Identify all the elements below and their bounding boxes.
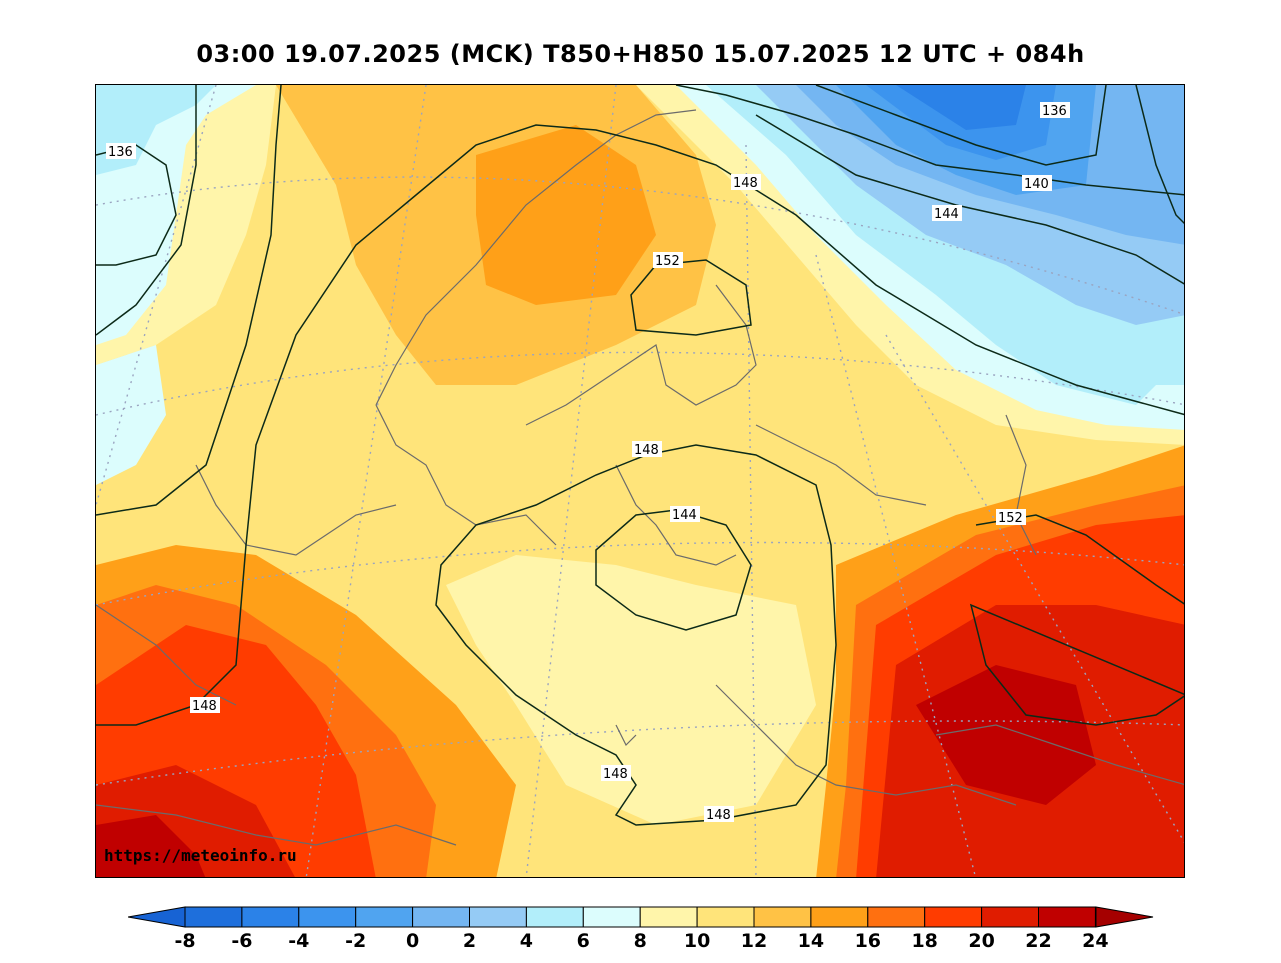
contour-148-main bbox=[96, 124, 1184, 726]
contour-label: 152 bbox=[655, 254, 680, 269]
colorbar-cell bbox=[696, 906, 755, 928]
colorbar-cell bbox=[355, 906, 414, 928]
colorbar bbox=[128, 906, 1154, 928]
contour-152-finland bbox=[630, 259, 752, 336]
colorbar-cell bbox=[753, 906, 812, 928]
colorbar-cell bbox=[184, 906, 243, 928]
contour-w bbox=[96, 85, 282, 516]
contour-label: 144 bbox=[672, 508, 697, 523]
contour-136-ne bbox=[815, 85, 1107, 166]
field-22-24-east bbox=[916, 665, 1096, 805]
contour-label: 148 bbox=[192, 699, 217, 714]
colorbar-cell bbox=[867, 906, 926, 928]
colorbar-tick-label: 8 bbox=[633, 930, 647, 952]
field-22-24-sw bbox=[96, 815, 206, 877]
weather-map: 136 136 140 144 148 152 148 144 152 148 … bbox=[95, 84, 1185, 878]
colorbar-cell bbox=[582, 906, 641, 928]
map-title: 03:00 19.07.2025 (MCK) T850+H850 15.07.2… bbox=[196, 40, 1085, 68]
field-m6-m4-ne bbox=[896, 85, 1026, 130]
field-14-16-scandinavia bbox=[476, 125, 656, 305]
contour-label: 148 bbox=[733, 176, 758, 191]
colorbar-tick-label: -8 bbox=[174, 930, 196, 952]
colorbar-tick-label: 6 bbox=[576, 930, 590, 952]
contour-label: 148 bbox=[603, 767, 628, 782]
temperature-field: 136 136 140 144 148 152 148 144 152 148 … bbox=[96, 85, 1184, 877]
colorbar-cell bbox=[298, 906, 357, 928]
colorbar-tick-label: 4 bbox=[519, 930, 534, 952]
colorbar-tick-labels: -8 -6 -4 -2 0 2 4 6 8 10 12 14 16 18 20 22 24 bbox=[0, 930, 1281, 956]
contour-140-ne bbox=[675, 85, 1184, 196]
colorbar-tick-label: 10 bbox=[683, 930, 711, 952]
contour-label: 136 bbox=[1042, 104, 1067, 119]
colorbar-cell bbox=[810, 906, 869, 928]
colorbar-cells bbox=[184, 906, 1096, 928]
colorbar-cell bbox=[469, 906, 527, 928]
height-contours bbox=[96, 85, 1184, 826]
contour-144-center bbox=[595, 509, 752, 631]
contour-148-center bbox=[435, 444, 837, 826]
colorbar-cell bbox=[981, 906, 1039, 928]
colorbar-tick-label: 0 bbox=[405, 930, 420, 952]
contour-nw-outer bbox=[96, 85, 197, 336]
colorbar-cell bbox=[1038, 906, 1096, 928]
coastlines bbox=[96, 109, 1184, 846]
colorbar-cell bbox=[241, 906, 300, 928]
colorbar-tick-label: -4 bbox=[288, 930, 310, 952]
colorbar-tick-label: -6 bbox=[231, 930, 253, 952]
colorbar-tick-label: 16 bbox=[854, 930, 882, 952]
field-8-10-center bbox=[446, 555, 816, 825]
colorbar-tick-label: 22 bbox=[1025, 930, 1052, 952]
contour-ne-edge bbox=[1135, 85, 1184, 225]
contour-label: 144 bbox=[934, 207, 959, 222]
colorbar-cell bbox=[924, 906, 983, 928]
colorbar-tick-label: 24 bbox=[1082, 930, 1109, 952]
colorbar-cell bbox=[412, 906, 471, 928]
colorbar-tick-label: -2 bbox=[345, 930, 367, 952]
contour-label: 136 bbox=[108, 145, 133, 160]
colorbar-over-arrow bbox=[1095, 906, 1154, 928]
contour-label: 140 bbox=[1024, 177, 1049, 192]
colorbar-tick-label: 2 bbox=[462, 930, 477, 952]
contour-label: 148 bbox=[634, 443, 659, 458]
colorbar-under-arrow bbox=[128, 906, 186, 928]
contour-144-ne bbox=[755, 114, 1184, 285]
colorbar-cell bbox=[525, 906, 584, 928]
colorbar-cell bbox=[639, 906, 698, 928]
contour-label-layer: 136 136 140 144 148 152 148 144 152 148 … bbox=[106, 102, 1070, 823]
colorbar-tick-label: 20 bbox=[968, 930, 995, 952]
graticule bbox=[96, 85, 1184, 877]
field-6-8-w bbox=[96, 345, 166, 485]
colorbar-tick-label: 14 bbox=[797, 930, 825, 952]
contour-label: 152 bbox=[998, 511, 1023, 526]
colorbar-tick-label: 12 bbox=[740, 930, 768, 952]
colorbar-tick-label: 18 bbox=[911, 930, 938, 952]
contour-label: 148 bbox=[706, 808, 731, 823]
source-link[interactable]: https://meteoinfo.ru bbox=[104, 846, 297, 865]
